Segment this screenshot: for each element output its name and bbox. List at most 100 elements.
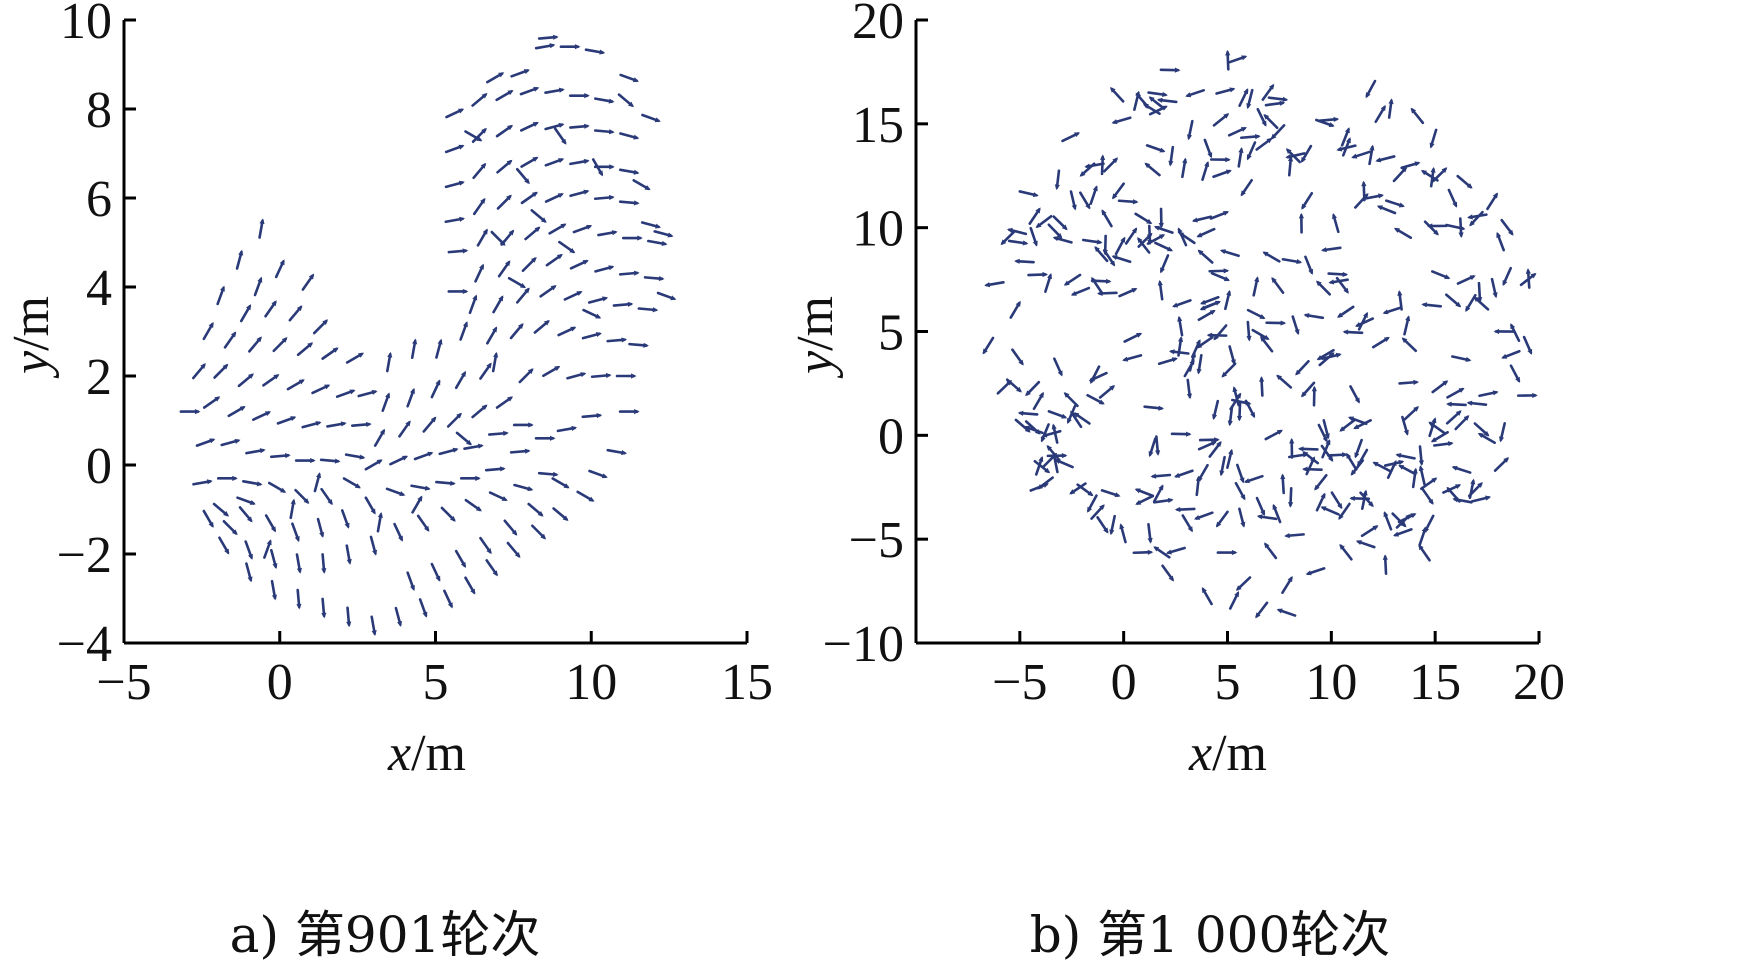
panel-b-agent-marker: [1051, 423, 1059, 444]
panel-a-agent-marker: [520, 191, 538, 205]
panel-a-agent-marker: [296, 588, 302, 610]
panel-b-agent-marker: [1213, 324, 1228, 341]
panel-b-agent-marker: [1289, 437, 1295, 459]
panel-b-agent-marker: [1246, 88, 1254, 110]
panel-b-agent-marker: [1145, 144, 1166, 153]
panel-a-agent-marker: [213, 363, 229, 379]
panel-a-agent-marker: [202, 509, 214, 528]
panel-a-agent-marker: [440, 506, 456, 522]
panel-a-agent-marker: [618, 409, 640, 415]
panel-b-agent-marker: [1009, 300, 1021, 319]
panel-a-agent-marker: [490, 230, 506, 246]
panel-b-agent-marker: [1264, 542, 1278, 560]
panel-b-agent-marker: [1088, 371, 1108, 382]
panel-a-agent-marker: [381, 392, 390, 412]
panel-b-agent-marker: [1255, 601, 1269, 619]
panel-b-agent-marker: [1201, 587, 1213, 606]
panel-a-agent-marker: [545, 253, 563, 267]
panel-a-agent-marker: [443, 589, 453, 609]
panel-a-agent-marker: [416, 514, 430, 532]
panel-b-agent-marker: [1360, 489, 1368, 511]
panel-b-agent-marker: [1372, 461, 1392, 473]
panel-a-agent-marker: [515, 167, 530, 185]
panel-a-agent-marker: [385, 351, 393, 373]
panel-a-agent-marker: [364, 496, 376, 515]
panel-b-agent-marker: [1315, 492, 1326, 512]
panel-a-agent-marker: [248, 336, 262, 353]
panel-b-agent-marker: [1317, 423, 1328, 443]
panel-a-agent-marker: [472, 162, 487, 180]
panel-b-agent-marker: [1465, 293, 1477, 312]
panel-b-agent-marker: [1280, 473, 1286, 495]
panel-a-agent-marker: [385, 487, 406, 497]
panel-a-agent-marker: [446, 412, 462, 428]
panel-a-agent-marker: [495, 396, 514, 409]
panel-b-agent-marker: [1357, 311, 1369, 331]
panel-b-agent-marker: [1212, 399, 1220, 421]
panel-b-agent-marker: [1007, 239, 1029, 246]
panel-a-agent-marker: [301, 273, 315, 291]
panel-b-agent-marker: [1201, 160, 1210, 181]
panel-a-agent-marker: [485, 559, 498, 577]
panel-b-agent-marker: [1197, 249, 1214, 264]
panel-b-agent-marker: [1376, 205, 1397, 215]
panel-b-agent-marker: [1156, 97, 1178, 104]
panel-b-agent-marker: [1221, 362, 1237, 378]
panel-a-agent-marker: [548, 223, 567, 235]
panel-b-agent-marker: [1431, 380, 1449, 394]
panel-b-agent-marker: [1047, 223, 1063, 239]
panel-a-agent-marker: [496, 194, 512, 210]
panel-a-agent-marker: [179, 409, 201, 415]
panel-a-agent-marker: [264, 300, 277, 318]
panel-b-agent-marker: [1251, 328, 1270, 340]
panel-b-agent-marker: [1203, 138, 1213, 159]
panel-b-agent-marker: [1382, 306, 1403, 315]
panel-b-agent-marker: [1351, 150, 1372, 159]
panel-a-agent-marker: [239, 304, 252, 323]
panel-b-agent-marker: [1374, 105, 1386, 124]
panel-b-agent-marker: [1447, 188, 1458, 208]
panel-a-agent-marker: [472, 197, 486, 216]
panel-a-agent-marker: [471, 404, 488, 419]
panel-b-agent-marker: [1315, 118, 1335, 128]
panel-a-agent-marker: [227, 406, 246, 418]
panel-b-agent-marker: [1285, 148, 1302, 164]
panel-b-agent-marker: [1456, 275, 1476, 285]
panel-b-caption: b) 第1 000轮次: [1030, 906, 1391, 964]
panel-b-agent-marker: [1235, 463, 1245, 484]
panel-b-agent-marker: [1451, 355, 1472, 363]
panel-b-agent-marker: [1371, 336, 1390, 349]
panel-a-agent-marker: [503, 519, 518, 536]
panel-b-agent-marker: [1391, 512, 1407, 528]
panel-a-agent-marker: [566, 372, 587, 380]
panel-b-agent-marker: [1172, 299, 1192, 308]
panel-b-agent-marker: [1047, 410, 1068, 419]
panel-b-agent-marker: [1161, 564, 1174, 582]
panel-a-agent-marker: [435, 338, 443, 359]
panel-a-agent-marker: [468, 294, 478, 315]
panel-b-agent-marker: [1510, 323, 1521, 342]
panel-b-agent-marker: [1177, 336, 1184, 357]
panel-b-agent-marker: [1195, 475, 1201, 497]
panel-b-agent-marker: [1159, 67, 1181, 73]
panel-b-agent-marker: [1303, 313, 1325, 320]
panel-b-agent-marker: [1445, 293, 1462, 308]
panel-a-agent-marker: [476, 228, 488, 247]
panel-a-agent-marker: [537, 34, 559, 40]
panel-a-agent-marker: [216, 285, 225, 306]
panel-a-agent-marker: [618, 270, 640, 276]
panel-b-agent-marker: [1256, 107, 1267, 127]
panel-a-agent-marker: [618, 200, 640, 206]
panel-b-agent-marker: [1147, 523, 1153, 544]
panel-a-marks: [179, 34, 677, 637]
panel-a-agent-marker: [509, 323, 524, 340]
panel-a-agent-marker: [544, 158, 565, 167]
panel-b-agent-marker: [1301, 191, 1314, 210]
panel-b-agent-marker: [1069, 482, 1087, 495]
panel-b-agent-marker: [1118, 287, 1138, 298]
panel-b-agent-marker: [1137, 237, 1151, 254]
panel-b-agent-marker: [1006, 227, 1028, 236]
panel-b-agent-marker: [1498, 422, 1506, 443]
panel-b-agent-marker: [1500, 218, 1514, 236]
